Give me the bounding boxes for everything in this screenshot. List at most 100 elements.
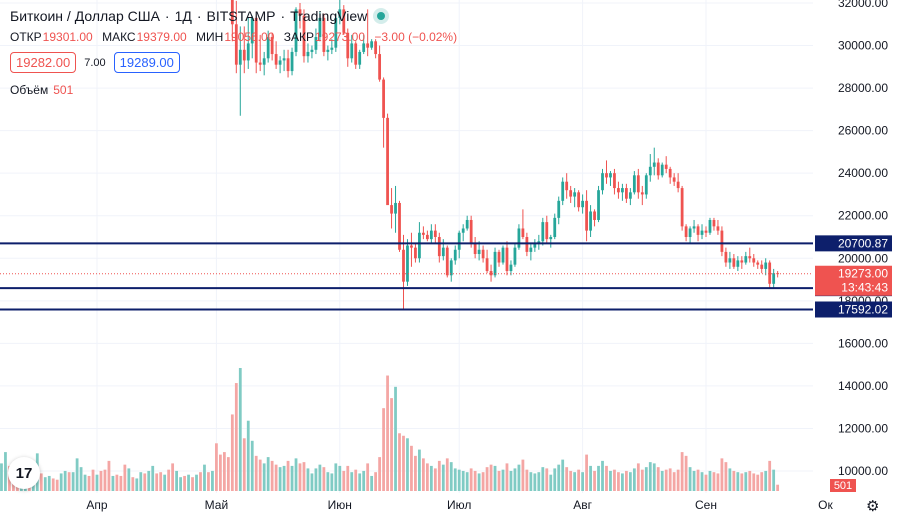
buy-price-button[interactable]: 19289.00 (113, 52, 180, 73)
volume-bar (370, 475, 374, 491)
candle-body (732, 258, 736, 267)
tradingview-logo-icon[interactable]: 17 (8, 457, 40, 489)
candle-body (537, 241, 541, 244)
legend: Биткоин / Доллар США · 1Д · BITSTAMP · T… (10, 8, 463, 97)
volume-bar (736, 472, 740, 491)
volume-bar (772, 469, 776, 491)
volume-bar (302, 462, 306, 491)
volume-bar (541, 467, 545, 491)
volume-bar (274, 464, 278, 491)
volume-bar (87, 475, 91, 491)
candle-body (270, 37, 274, 55)
candle-body (577, 192, 581, 208)
candle-body (346, 32, 350, 59)
candle-body (294, 9, 298, 52)
volume-bar (724, 462, 728, 491)
spread-value: 7.00 (84, 56, 106, 69)
candle-body (429, 230, 433, 240)
volume-bar (700, 472, 704, 491)
candle-body (660, 164, 664, 176)
candle-body (278, 60, 282, 65)
volume-bar (326, 472, 330, 491)
y-tick-label: 10000.00 (838, 464, 888, 478)
volume-bar (207, 472, 210, 491)
candle-body (664, 164, 668, 169)
candle-body (597, 190, 600, 220)
y-tick-label: 14000.00 (838, 379, 888, 393)
volume-bar (613, 469, 616, 491)
interval[interactable]: 1Д (174, 8, 192, 24)
volume-bar (199, 472, 202, 491)
candle-body (441, 247, 445, 257)
volume-bar (593, 470, 596, 491)
volume-bar (127, 468, 131, 491)
symbol-name[interactable]: Биткоин / Доллар США (10, 8, 160, 24)
volume-bar (39, 473, 43, 491)
separator: · (196, 8, 202, 24)
candle-body (258, 62, 262, 65)
candle-body (728, 258, 732, 263)
y-tick-label: 24000.00 (838, 166, 888, 180)
candle-body (668, 168, 672, 178)
candle-body (561, 181, 565, 201)
candle-body (676, 181, 680, 189)
candle-body (461, 228, 465, 233)
volume-bar (262, 463, 266, 491)
candle-body (342, 9, 346, 33)
volume-bar (47, 475, 51, 491)
volume-bar (63, 470, 67, 491)
last-price-label: 19273.00 (838, 267, 888, 281)
volume-bar (461, 470, 465, 491)
candle-body (282, 58, 286, 61)
candle-body (585, 200, 588, 231)
time-axis-background (0, 493, 900, 516)
volume-bar (43, 477, 47, 491)
volume-bar (79, 467, 83, 491)
candle-body (744, 256, 748, 263)
candle-body (656, 162, 660, 176)
volume-bar (660, 470, 664, 491)
volume-bar (242, 438, 246, 491)
ohlc-row: ОТКР19301.00 МАКС19379.00 МИН19056.00 ЗА… (10, 30, 463, 44)
volume-bar (314, 468, 318, 491)
volume-bar (0, 463, 3, 491)
volume-bar (573, 472, 577, 491)
volume-bar (4, 452, 7, 491)
candle-body (425, 234, 429, 240)
y-tick-label: 26000.00 (838, 124, 888, 138)
volume-bar (513, 468, 517, 491)
candle-body (254, 17, 258, 63)
candle-body (318, 17, 322, 38)
volume-bar (517, 464, 521, 491)
sell-price-button[interactable]: 19282.00 (10, 52, 77, 73)
volume-bar (680, 452, 684, 491)
price-level-label: 17592.02 (838, 302, 888, 316)
volume-bar (51, 478, 55, 491)
volume-bar (83, 474, 87, 491)
bid-ask-row: 19282.00 7.00 19289.00 (10, 52, 463, 73)
gear-icon[interactable]: ⚙ (866, 498, 880, 515)
candle-body (394, 202, 397, 214)
volume-bar (720, 458, 724, 491)
candle-body (736, 260, 740, 267)
x-tick-label: Ок (818, 498, 833, 512)
candle-body (692, 226, 696, 229)
y-tick-label: 30000.00 (838, 39, 888, 53)
candle-body (565, 181, 569, 191)
volume-bar (366, 463, 370, 491)
candle-body (593, 211, 596, 220)
volume-bar (143, 473, 147, 491)
candle-body (406, 245, 409, 282)
candle-body (509, 264, 513, 272)
volume-bar (437, 460, 441, 491)
volume-bar (406, 438, 409, 491)
volume-bar (764, 470, 768, 491)
candle-body (290, 51, 294, 72)
y-tick-label: 12000.00 (838, 421, 888, 435)
volume-bar (704, 474, 708, 491)
volume-bar (441, 464, 445, 491)
volume-bar (708, 470, 712, 491)
volume-bar (449, 462, 453, 491)
candle-body (525, 237, 529, 252)
